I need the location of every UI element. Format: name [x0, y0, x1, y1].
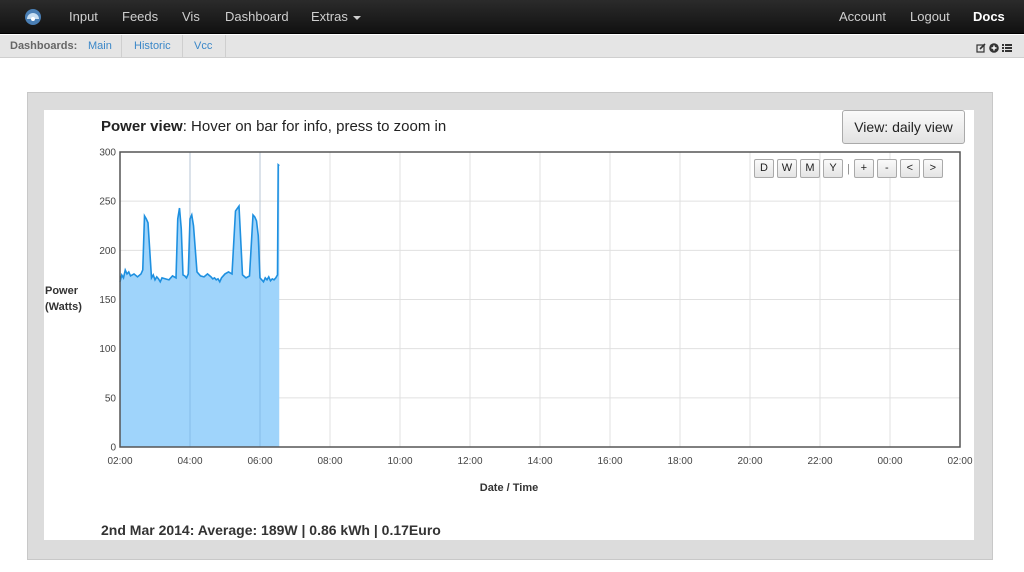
dashboard-link-main[interactable]: Main [88, 40, 112, 52]
y-tick-label: 200 [99, 246, 116, 257]
pan-left-button[interactable]: < [899, 159, 920, 178]
plot-frame [119, 151, 961, 448]
zoom-in-button[interactable]: + [853, 159, 874, 178]
y-axis-label: Power (Watts) [45, 283, 82, 315]
x-tick-label: 12:00 [457, 456, 482, 467]
top-navbar: Input Feeds Vis Dashboard Extras Account… [0, 0, 1024, 34]
x-tick-label: 04:00 [177, 456, 202, 467]
divider [225, 35, 226, 58]
x-tick-label: 02:00 [947, 456, 972, 467]
nav-extras-label: Extras [311, 9, 348, 24]
zoom-separator: | [847, 162, 850, 175]
dashboard-link-vcc[interactable]: Vcc [194, 40, 213, 52]
emoncms-logo-icon[interactable] [24, 8, 42, 26]
zoom-out-button[interactable]: - [876, 159, 897, 178]
daily-summary: 2nd Mar 2014: Average: 189W | 0.86 kWh |… [101, 522, 441, 538]
subnav-icons [976, 40, 1012, 53]
zoom-year-button[interactable]: Y [823, 159, 843, 178]
x-tick-label: 02:00 [107, 456, 132, 467]
x-tick-label: 10:00 [387, 456, 412, 467]
x-axis-label: Date / Time [479, 482, 539, 494]
nav-input[interactable]: Input [69, 9, 98, 24]
x-tick-label: 08:00 [317, 456, 342, 467]
plus-circle-icon[interactable] [989, 40, 999, 53]
x-tick-label: 06:00 [247, 456, 272, 467]
power-view-title-hint: : Hover on bar for info, press to zoom i… [182, 118, 447, 135]
divider [121, 35, 122, 58]
y-tick-label: 50 [105, 393, 117, 404]
nav-logout[interactable]: Logout [910, 9, 950, 24]
x-tick-label: 00:00 [877, 456, 902, 467]
y-tick-label: 250 [99, 197, 116, 208]
nav-vis[interactable]: Vis [182, 9, 200, 24]
nav-feeds[interactable]: Feeds [122, 9, 159, 24]
power-series-line [119, 162, 280, 284]
x-tick-label: 16:00 [597, 456, 622, 467]
divider [182, 35, 183, 58]
y-tick-label: 150 [99, 295, 116, 306]
x-tick-label: 20:00 [737, 456, 762, 467]
nav-dashboard[interactable]: Dashboard [225, 9, 289, 24]
x-tick-label: 22:00 [807, 456, 832, 467]
dashboards-label: Dashboards: [10, 40, 78, 52]
dashboard-link-historic[interactable]: Historic [134, 40, 171, 52]
nav-docs[interactable]: Docs [973, 9, 1005, 24]
pan-right-button[interactable]: > [922, 159, 943, 178]
x-tick-label: 14:00 [527, 456, 552, 467]
edit-icon[interactable] [976, 40, 986, 53]
caret-down-icon [352, 15, 361, 20]
y-axis-label-line2: (Watts) [45, 301, 82, 313]
zoom-month-button[interactable]: M [800, 159, 820, 178]
y-axis-label-line1: Power [45, 285, 79, 297]
x-tick-label: 18:00 [667, 456, 692, 467]
zoom-week-button[interactable]: W [777, 159, 797, 178]
dashboards-subnav: Dashboards: Main Historic Vcc [0, 35, 1024, 58]
nav-account[interactable]: Account [839, 9, 886, 24]
zoom-day-button[interactable]: D [754, 159, 774, 178]
y-tick-label: 0 [110, 443, 116, 454]
nav-extras[interactable]: Extras [311, 0, 361, 34]
zoom-controls: D W M Y | + - < > [754, 159, 943, 178]
y-tick-label: 300 [99, 148, 116, 159]
power-area-fill [120, 164, 280, 448]
list-icon[interactable] [1002, 40, 1012, 52]
view-daily-button[interactable]: View: daily view [842, 110, 965, 144]
power-view-title-bold: Power view [101, 118, 183, 135]
power-view-title: Power view: Hover on bar for info, press… [101, 118, 446, 135]
y-tick-label: 100 [99, 344, 116, 355]
